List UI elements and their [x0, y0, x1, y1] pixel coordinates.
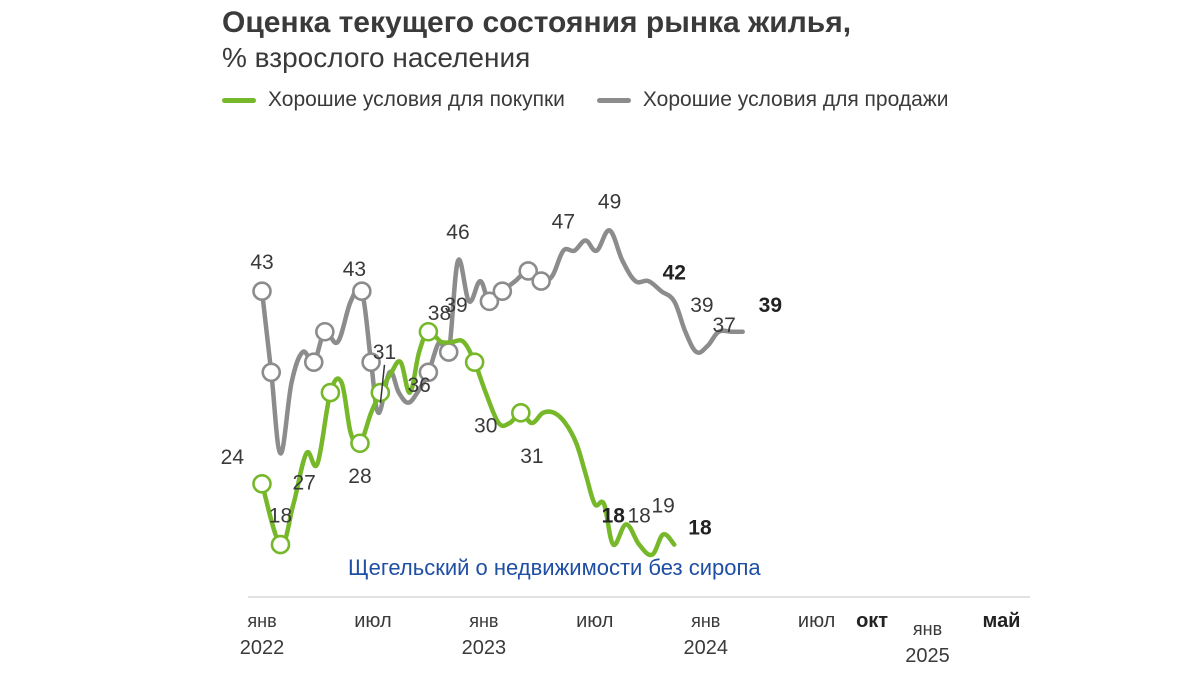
- x-tick-label: 2025: [905, 645, 950, 667]
- legend-swatch-sell: [596, 97, 631, 103]
- x-tick-label: июл: [798, 610, 835, 632]
- sell-data-label: 49: [598, 190, 621, 213]
- buy-data-label: 31: [520, 445, 543, 468]
- sell-data-label: 39: [759, 294, 782, 317]
- legend-swatch-buy: [222, 97, 256, 103]
- buy-data-label: 18: [269, 505, 292, 528]
- buy-data-label: 18: [627, 505, 650, 528]
- watermark-annotation: Щегельский о недвижимости без сиропа: [348, 555, 761, 580]
- sell-series-marker: [492, 281, 513, 302]
- x-tick-label: янв: [691, 611, 720, 631]
- sell-data-label: 27: [292, 471, 315, 494]
- sell-series-marker: [352, 281, 372, 302]
- buy-data-label: 18: [688, 517, 712, 540]
- legend-item-buy: Хорошие условия для покупки: [222, 88, 565, 112]
- buy-series-marker: [252, 473, 272, 494]
- sell-series-marker: [438, 342, 459, 362]
- sell-series-marker: [418, 362, 439, 383]
- chart-title: Оценка текущего состояния рынка жилья,: [222, 6, 852, 39]
- x-tick-label: янв: [469, 611, 498, 631]
- sell-series-marker: [361, 352, 381, 372]
- buy-series-marker: [511, 403, 531, 423]
- sell-series-marker: [315, 321, 335, 342]
- sell-data-label: 38: [428, 302, 451, 325]
- legend: Хорошие условия для покупки Хорошие усло…: [222, 88, 981, 112]
- sell-data-label: 31: [373, 341, 396, 364]
- x-tick-label: янв: [247, 611, 276, 631]
- buy-data-label: 19: [652, 494, 675, 517]
- legend-item-sell: Хорошие условия для продажи: [596, 88, 949, 112]
- sell-series-marker: [479, 291, 500, 312]
- buy-series-marker: [270, 534, 291, 555]
- sell-data-label: 42: [663, 261, 686, 284]
- x-tick-label: окт: [856, 610, 888, 632]
- legend-label-sell: Хорошие условия для продажи: [642, 88, 949, 111]
- buy-series-layer: [252, 321, 677, 558]
- x-tick-label: июл: [576, 610, 613, 632]
- buy-series-marker: [418, 321, 439, 342]
- buy-data-label: 24: [221, 446, 245, 469]
- x-tick-label: янв: [913, 619, 942, 639]
- sell-series-marker: [261, 362, 282, 383]
- sell-series-layer: [252, 228, 745, 456]
- x-tick-label: июл: [354, 610, 391, 632]
- buy-data-label: 39: [444, 294, 467, 317]
- sell-data-label: 43: [250, 251, 273, 274]
- x-tick-label: май: [983, 610, 1021, 632]
- sell-series-marker: [518, 261, 539, 281]
- sell-series-marker: [531, 271, 551, 291]
- sell-data-label: 37: [712, 314, 735, 337]
- buy-series-marker: [464, 352, 485, 372]
- buy-data-label: 28: [348, 465, 371, 488]
- x-tick-label: 2022: [240, 637, 285, 659]
- sell-series-line: [259, 228, 745, 456]
- buy-data-label: 30: [474, 415, 497, 438]
- buy-data-label: 18: [602, 505, 626, 528]
- sell-label-leader: [379, 364, 386, 403]
- buy-data-label: 36: [407, 374, 430, 397]
- sell-data-label: 39: [690, 294, 713, 317]
- sell-series-marker: [303, 352, 324, 372]
- chart-subtitle: % взрослого населения: [222, 42, 531, 73]
- buy-series-marker: [350, 433, 370, 454]
- x-tick-label: 2023: [462, 637, 507, 659]
- buy-series-line: [259, 329, 677, 558]
- buy-series-marker: [320, 382, 341, 403]
- sell-series-marker: [252, 281, 272, 302]
- x-tick-label: 2024: [683, 637, 728, 659]
- legend-label-buy: Хорошие условия для покупки: [268, 88, 565, 111]
- sell-data-label: 46: [446, 221, 469, 244]
- sell-data-label: 47: [552, 211, 575, 234]
- sell-data-label: 43: [343, 258, 366, 281]
